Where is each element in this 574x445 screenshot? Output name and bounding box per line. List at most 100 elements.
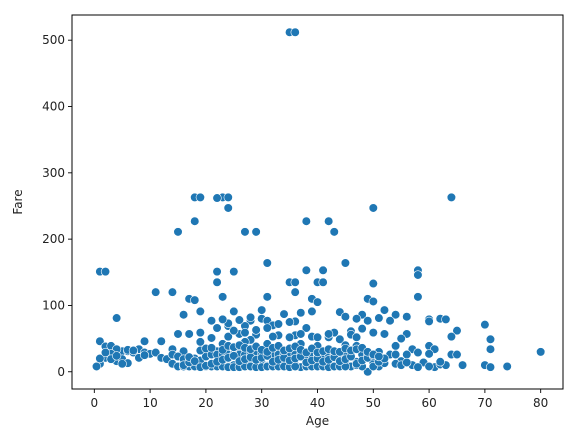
data-point [446, 332, 457, 342]
data-point [178, 310, 189, 320]
data-point [167, 287, 178, 297]
data-point [206, 316, 217, 326]
y-tick-label: 0 [57, 365, 65, 379]
data-point [257, 305, 267, 315]
data-point [446, 192, 457, 202]
data-point [379, 329, 390, 339]
data-point [285, 332, 295, 342]
data-point [301, 265, 311, 275]
x-tick-label: 40 [310, 396, 325, 410]
data-point [156, 336, 166, 346]
data-point [307, 306, 317, 317]
y-tick-label: 100 [42, 298, 65, 312]
data-point [229, 267, 239, 277]
data-point [402, 312, 412, 322]
data-point [195, 306, 205, 317]
x-tick-label: 0 [90, 396, 98, 410]
data-point [329, 227, 339, 237]
data-point [391, 341, 401, 351]
x-axis-label: Age [306, 414, 329, 428]
data-point [128, 345, 138, 356]
data-point [368, 328, 378, 338]
data-point [117, 359, 127, 369]
data-point [95, 336, 105, 346]
y-axis-label: Fare [11, 189, 25, 214]
data-point [413, 347, 423, 358]
data-point [229, 306, 239, 317]
data-point [335, 334, 345, 344]
data-point [290, 27, 300, 37]
data-point [223, 192, 233, 202]
x-tick-label: 30 [254, 396, 269, 410]
data-point [485, 344, 496, 354]
data-point [485, 334, 496, 344]
data-point [190, 295, 200, 305]
data-point [212, 277, 222, 287]
data-point [385, 316, 395, 326]
data-point [502, 361, 512, 372]
data-point [195, 192, 205, 202]
data-point [318, 277, 328, 287]
data-point [402, 349, 412, 360]
data-point [312, 332, 323, 342]
data-point [285, 317, 295, 327]
data-point [413, 270, 423, 280]
data-point [245, 312, 256, 322]
data-point [452, 349, 462, 360]
data-point [218, 314, 228, 324]
data-point [251, 227, 261, 237]
data-point [139, 336, 150, 346]
data-point [485, 362, 496, 372]
data-point [340, 258, 351, 268]
x-tick-label: 50 [366, 396, 381, 410]
data-point [368, 278, 378, 289]
data-point [318, 265, 328, 275]
data-point [457, 360, 468, 370]
data-point [340, 312, 351, 322]
data-point [100, 267, 111, 277]
data-point [112, 313, 122, 323]
data-point [173, 329, 183, 339]
data-point [112, 351, 122, 361]
data-point [452, 326, 462, 336]
data-point [301, 216, 311, 226]
data-point [262, 323, 272, 333]
x-tick-label: 70 [477, 396, 492, 410]
data-point [240, 328, 250, 338]
data-point [273, 319, 284, 329]
data-point [190, 356, 200, 366]
y-tick-label: 400 [42, 100, 65, 114]
data-point [95, 353, 105, 364]
data-point [206, 333, 217, 343]
data-point [374, 313, 384, 323]
x-tick-label: 80 [533, 396, 548, 410]
data-point [240, 227, 250, 237]
data-point [262, 292, 272, 302]
data-point [268, 332, 278, 342]
data-point [402, 357, 412, 368]
data-point [413, 292, 423, 302]
x-tick-label: 10 [142, 396, 157, 410]
y-axis-ticks: 0 100 200 300 400 500 [42, 33, 72, 379]
data-point [374, 351, 384, 362]
data-point [424, 361, 434, 372]
data-point [223, 332, 233, 342]
data-point [229, 326, 239, 336]
data-point [173, 227, 183, 237]
data-point [363, 316, 373, 326]
data-point [151, 347, 161, 358]
data-point [441, 314, 451, 324]
y-tick-label: 300 [42, 166, 65, 180]
data-point [324, 216, 334, 226]
data-point [435, 357, 445, 367]
data-point [413, 362, 423, 372]
data-point [91, 361, 102, 372]
data-point [396, 334, 406, 344]
y-tick-label: 500 [42, 33, 65, 47]
data-point [312, 297, 323, 307]
x-tick-label: 20 [198, 396, 213, 410]
data-point [368, 203, 378, 213]
data-point [212, 267, 222, 277]
data-point [218, 292, 228, 302]
data-point [262, 258, 272, 268]
